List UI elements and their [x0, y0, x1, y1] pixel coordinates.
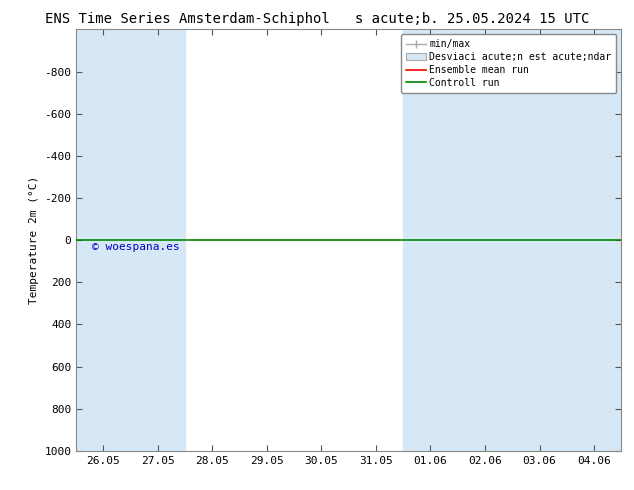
Bar — [512, 29, 621, 451]
Bar — [403, 29, 512, 451]
Bar — [76, 29, 185, 451]
Y-axis label: Temperature 2m (°C): Temperature 2m (°C) — [29, 176, 39, 304]
Text: © woespana.es: © woespana.es — [93, 242, 180, 252]
Legend: min/max, Desviaci acute;n est acute;ndar, Ensemble mean run, Controll run: min/max, Desviaci acute;n est acute;ndar… — [401, 34, 616, 93]
Text: ENS Time Series Amsterdam-Schiphol   s acute;b. 25.05.2024 15 UTC: ENS Time Series Amsterdam-Schiphol s acu… — [45, 12, 589, 26]
